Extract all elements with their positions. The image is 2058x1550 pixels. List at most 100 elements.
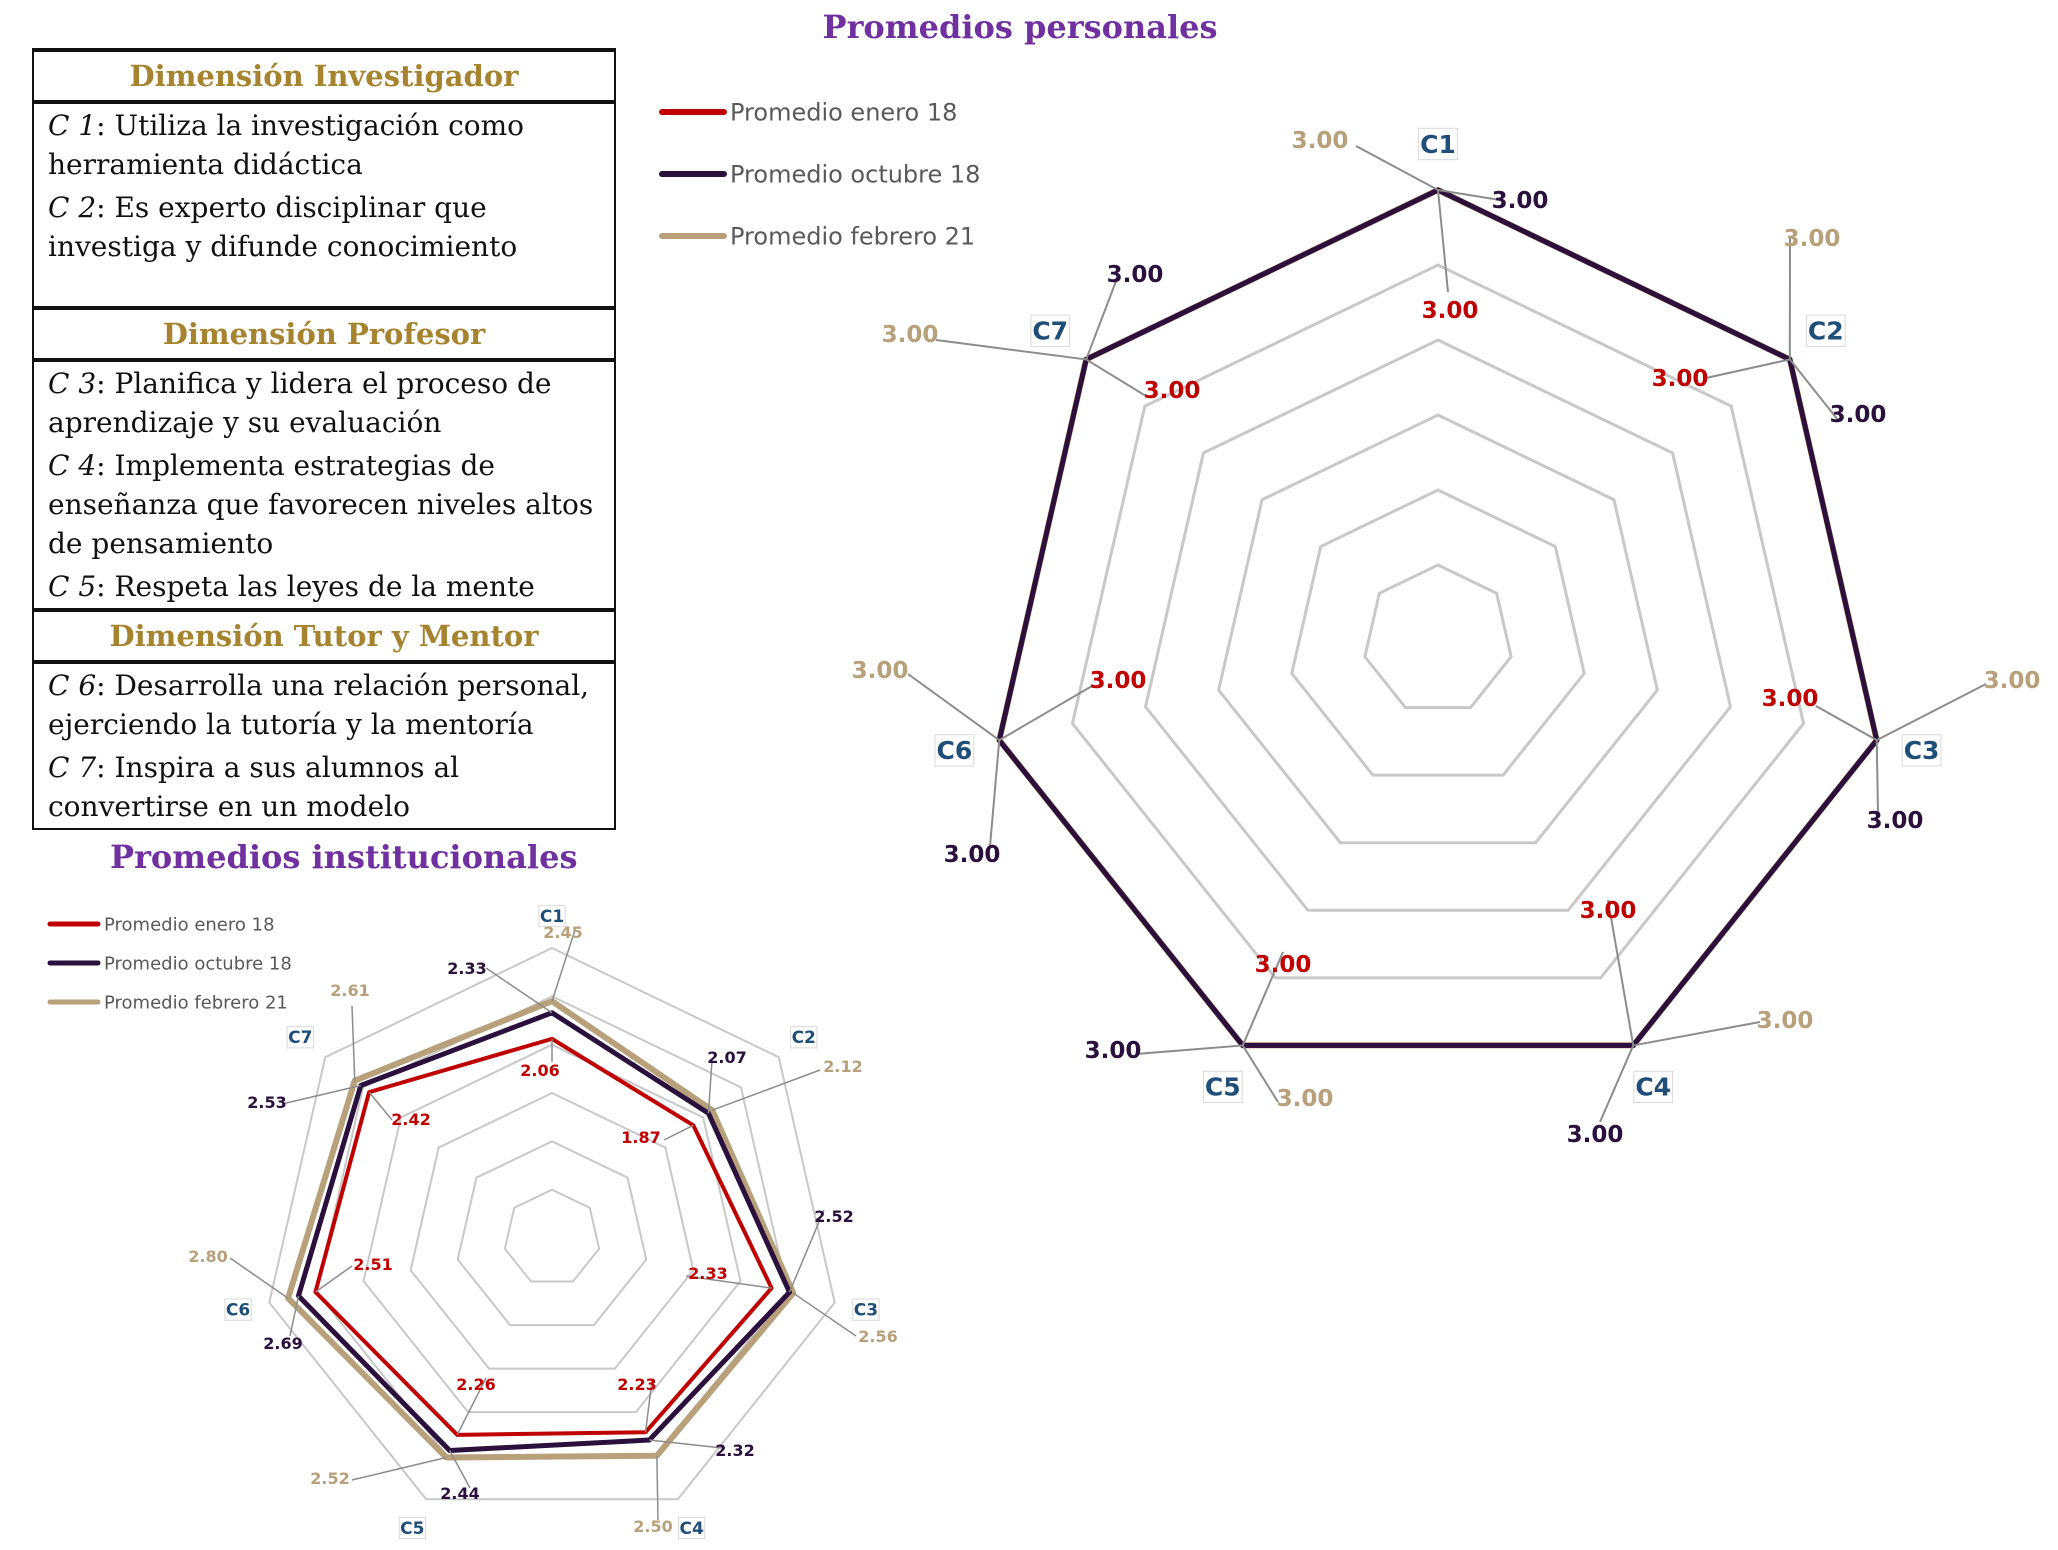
data-label-enero-c5: 2.26 bbox=[456, 1375, 495, 1394]
axis-label-box bbox=[1202, 1070, 1243, 1104]
data-label-leader bbox=[315, 1265, 353, 1293]
axis-label-c1: C1 bbox=[1420, 130, 1456, 159]
data-label-octubre-c4: 3.00 bbox=[1567, 1122, 1624, 1148]
data-label-enero-c1: 2.06 bbox=[520, 1061, 559, 1080]
axis-label-box bbox=[852, 1298, 880, 1321]
series-line-octubre bbox=[295, 1010, 792, 1454]
data-label-enero-c5: 3.00 bbox=[1255, 952, 1312, 978]
axis-label-c6: C6 bbox=[937, 736, 973, 765]
data-label-enero-c2: 3.00 bbox=[1652, 366, 1709, 392]
data-label-octubre-c2: 2.07 bbox=[707, 1048, 746, 1067]
criterion-text: : Desarrolla una relación personal, ejer… bbox=[48, 669, 590, 741]
axis-label-c7: C7 bbox=[1032, 316, 1068, 345]
data-label-octubre-c7: 3.00 bbox=[1107, 262, 1164, 288]
data-label-leader bbox=[229, 1257, 289, 1299]
data-label-leader bbox=[1789, 358, 1839, 421]
institutional-radar-chart: C1 C2 C3 C4 C5 C6 C7 2.06 1.87 2.33 2.23 2.26 2.51 2.… bbox=[47, 904, 898, 1540]
criterion-c6: C 6: Desarrolla una relación personal, e… bbox=[32, 662, 616, 746]
data-label-enero-c6: 3.00 bbox=[1090, 668, 1147, 694]
data-label-leader bbox=[663, 1124, 694, 1141]
criterion-text: : Implementa estrategias de enseñanza qu… bbox=[48, 449, 594, 560]
data-label-enero-c4: 3.00 bbox=[1580, 898, 1637, 924]
axis-label-box bbox=[1030, 314, 1071, 347]
axis-label-c4: C4 bbox=[1635, 1073, 1671, 1102]
axis-label-box bbox=[1901, 734, 1942, 767]
data-label-leader bbox=[351, 1005, 356, 1081]
institutional-chart-title: Promedios institucionales bbox=[110, 838, 578, 876]
data-label-leader bbox=[456, 1377, 487, 1436]
data-label-leader bbox=[551, 929, 576, 1002]
axis-label-box bbox=[678, 1516, 706, 1540]
data-label-octubre-c3: 2.52 bbox=[814, 1207, 853, 1226]
data-label-febrero-c2: 3.00 bbox=[1784, 226, 1841, 252]
criterion-c1: C 1: Utiliza la investigación como herra… bbox=[32, 102, 616, 186]
criterion-text: : Respeta las leyes de la mente bbox=[96, 570, 535, 603]
grid-ring bbox=[503, 1188, 601, 1283]
criterion-code: C 3 bbox=[48, 367, 97, 400]
data-label-leader bbox=[685, 1275, 772, 1289]
data-label-febrero-c1: 2.45 bbox=[543, 923, 582, 942]
data-label-enero-c6: 2.51 bbox=[353, 1255, 392, 1274]
chart-legend: Promedio enero 18 Promedio octubre 18 Prom… bbox=[659, 98, 980, 250]
data-label-febrero-c5: 3.00 bbox=[1277, 1086, 1334, 1112]
data-label-leader bbox=[368, 1091, 393, 1121]
axis-label-box bbox=[1418, 127, 1458, 161]
dimensions-table: Dimensión Investigador C 1: Utiliza la i… bbox=[32, 48, 616, 830]
data-label-febrero-c6: 3.00 bbox=[852, 658, 909, 684]
data-label-enero-c1: 3.00 bbox=[1422, 298, 1479, 324]
data-label-leader bbox=[656, 1455, 659, 1521]
data-label-febrero-c6: 2.80 bbox=[188, 1247, 227, 1266]
legend-label-febrero: Promedio febrero 21 bbox=[730, 222, 975, 250]
data-label-leader bbox=[485, 967, 553, 1014]
personal-chart-title: Promedios personales bbox=[822, 8, 1218, 46]
data-label-leader bbox=[707, 1059, 713, 1114]
data-label-enero-c2: 1.87 bbox=[621, 1128, 660, 1147]
data-label-leader bbox=[907, 673, 1000, 741]
dimension-title-tutor-mentor: Dimensión Tutor y Mentor bbox=[32, 608, 616, 664]
data-label-leader bbox=[1437, 189, 1449, 293]
data-label-leader bbox=[711, 1069, 821, 1111]
data-label-octubre-c5: 2.44 bbox=[440, 1484, 479, 1503]
axis-label-box bbox=[286, 1026, 314, 1049]
axis-label-c5: C5 bbox=[400, 1519, 424, 1539]
legend-label-octubre: Promedio octubre 18 bbox=[104, 953, 292, 974]
legend-label-enero: Promedio enero 18 bbox=[104, 914, 275, 935]
data-label-leader bbox=[1633, 1021, 1761, 1047]
criterion-c5: C 5: Respeta las leyes de la mente bbox=[32, 565, 616, 610]
data-label-leader bbox=[1599, 1045, 1635, 1123]
criterion-code: C 7 bbox=[48, 751, 97, 784]
data-label-octubre-c1: 3.00 bbox=[1492, 188, 1549, 214]
chart-legend: Promedio enero 18 Promedio octubre 18 Prom… bbox=[47, 914, 292, 1013]
criterion-text: : Es experto disciplinar que investiga y… bbox=[48, 191, 518, 263]
data-label-febrero-c7: 3.00 bbox=[882, 322, 939, 348]
data-label-enero-c3: 2.33 bbox=[688, 1264, 727, 1283]
axis-label-box bbox=[934, 734, 975, 767]
data-label-febrero-c7: 2.61 bbox=[330, 981, 369, 1000]
criterion-text: : Utiliza la investigación como herramie… bbox=[48, 109, 525, 181]
series-line-enero bbox=[313, 1036, 774, 1437]
grid-ring bbox=[362, 1043, 742, 1414]
data-label-febrero-c5: 2.52 bbox=[310, 1469, 349, 1488]
data-label-octubre-c1: 2.33 bbox=[447, 959, 486, 978]
data-label-octubre-c4: 2.32 bbox=[715, 1441, 754, 1460]
personal-radar-chart: C1 C2 C3 C4 C5 C6 C7 3.00 3.00 3.00 3.00 3.00 3.00 3.… bbox=[659, 98, 2040, 1148]
table-spacer bbox=[32, 268, 616, 308]
axis-label-c6: C6 bbox=[226, 1301, 250, 1321]
criterion-code: C 4 bbox=[48, 449, 97, 482]
criterion-code: C 6 bbox=[48, 669, 97, 702]
criterion-code: C 5 bbox=[48, 570, 97, 603]
data-label-leader bbox=[289, 1295, 300, 1337]
axis-label-box bbox=[1633, 1070, 1674, 1104]
axis-label-box bbox=[224, 1298, 252, 1321]
data-label-enero-c3: 3.00 bbox=[1762, 686, 1819, 712]
axis-label-box bbox=[398, 1516, 426, 1540]
data-label-leader bbox=[1875, 740, 1879, 813]
data-label-octubre-c7: 2.53 bbox=[247, 1093, 286, 1112]
data-label-leader bbox=[788, 1209, 825, 1293]
grid-ring bbox=[1217, 413, 1659, 845]
grid-ring bbox=[1070, 263, 1806, 980]
axis-label-c3: C3 bbox=[1904, 736, 1940, 765]
criterion-c3: C 3: Planifica y lidera el proceso de ap… bbox=[32, 360, 616, 444]
data-label-enero-c4: 2.23 bbox=[617, 1375, 656, 1394]
legend-label-febrero: Promedio febrero 21 bbox=[104, 992, 288, 1013]
